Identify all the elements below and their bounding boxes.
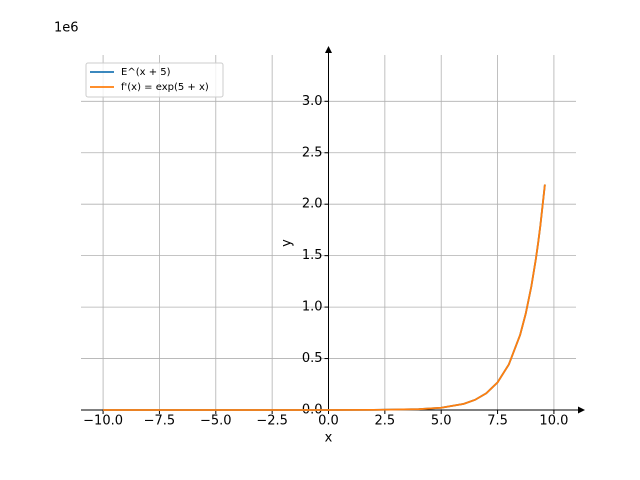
legend-label: E^(x + 5) bbox=[121, 67, 171, 78]
y-axis-arrow bbox=[325, 46, 332, 53]
y-tick-label: 2.0 bbox=[302, 197, 323, 212]
x-tick-label: 2.5 bbox=[375, 414, 396, 429]
x-tick-label: −7.5 bbox=[144, 414, 176, 429]
x-tick-label: 0.0 bbox=[318, 414, 339, 429]
x-axis-label: x bbox=[325, 431, 333, 446]
x-tick-label: 5.0 bbox=[431, 414, 452, 429]
x-tick-label: 7.5 bbox=[487, 414, 508, 429]
x-tick-label: −2.5 bbox=[256, 414, 288, 429]
x-tick-label: −10.0 bbox=[83, 414, 123, 429]
y-tick-label: 3.0 bbox=[302, 94, 323, 109]
y-tick-label: 1.0 bbox=[302, 300, 323, 315]
series-line bbox=[103, 184, 546, 411]
y-tick-label: 1.5 bbox=[302, 248, 323, 263]
y-tick-label: 0.5 bbox=[302, 351, 323, 366]
y-axis-label: y bbox=[280, 239, 295, 247]
x-tick-label: −5.0 bbox=[200, 414, 232, 429]
x-tick-label: 10.0 bbox=[539, 414, 568, 429]
legend-label: f'(x) = exp(5 + x) bbox=[121, 82, 209, 93]
legend-box bbox=[85, 62, 224, 98]
y-offset-label: 1e6 bbox=[54, 21, 79, 36]
legend: E^(x + 5) f'(x) = exp(5 + x) bbox=[85, 62, 224, 98]
y-tick-label: 2.5 bbox=[302, 145, 323, 160]
series-line bbox=[103, 184, 546, 411]
x-axis-arrow bbox=[578, 406, 585, 414]
